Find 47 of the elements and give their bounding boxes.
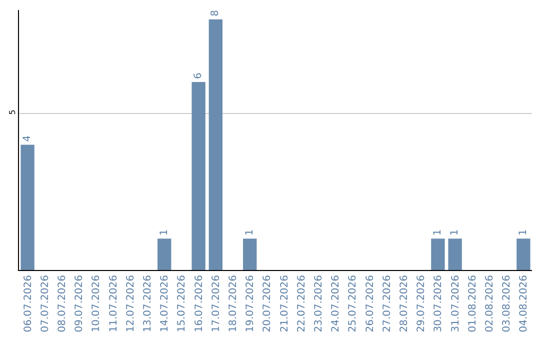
x-tick-label: 10.07.2026 — [91, 275, 102, 332]
x-tick-label: 03.08.2026 — [502, 275, 513, 332]
bar — [243, 238, 257, 270]
x-tick-label: 24.07.2026 — [330, 275, 342, 332]
data-label: 1 — [244, 229, 256, 236]
bar — [192, 82, 206, 270]
x-tick-label: 06.07.2026 — [22, 275, 34, 332]
bar — [448, 238, 462, 270]
x-tick-label: 17.07.2026 — [210, 275, 222, 332]
x-tick-label: 28.07.2026 — [399, 275, 410, 332]
x-tick-label: 18.07.2026 — [228, 275, 239, 332]
x-tick-label: 02.08.2026 — [484, 275, 496, 332]
x-tick-label: 25.07.2026 — [348, 275, 359, 332]
data-label: 6 — [193, 72, 204, 80]
x-tick-label: 08.07.2026 — [57, 275, 68, 332]
x-tick-label: 15.07.2026 — [176, 275, 188, 332]
bar — [208, 19, 222, 270]
x-tick-label: 21.07.2026 — [279, 275, 290, 332]
x-tick-label: 12.07.2026 — [125, 275, 136, 332]
x-tick-label: 27.07.2026 — [382, 275, 393, 332]
x-tick-label: 22.07.2026 — [296, 275, 308, 332]
x-tick-label: 19.07.2026 — [245, 275, 256, 332]
x-tick-label: 29.07.2026 — [416, 275, 428, 332]
x-tick-label: 16.07.2026 — [194, 275, 205, 332]
data-label: 4 — [22, 135, 34, 142]
x-tick-label: 09.07.2026 — [74, 275, 86, 332]
x-tick-label: 01.08.2026 — [467, 275, 478, 332]
x-tick-label: 23.07.2026 — [314, 275, 324, 332]
x-tick-label: 26.07.2026 — [364, 275, 376, 332]
x-tick-label: 11.07.2026 — [108, 275, 120, 332]
x-tick-label: 30.07.2026 — [433, 275, 444, 332]
data-label: 1 — [432, 229, 444, 236]
x-tick-label: 14.07.2026 — [160, 275, 171, 332]
data-label: 1 — [158, 229, 170, 236]
y-tick-label: 5 — [8, 110, 17, 115]
bar — [20, 144, 34, 270]
x-tick-label: 31.07.2026 — [450, 275, 462, 332]
data-label: 8 — [210, 10, 222, 16]
x-tick-label: 20.07.2026 — [262, 275, 274, 332]
x-tick-label: 13.07.2026 — [142, 275, 154, 332]
bar — [431, 238, 445, 270]
bar — [158, 238, 172, 270]
data-label: 1 — [518, 229, 529, 236]
x-tick-label: 04.08.2026 — [518, 275, 530, 332]
bar — [516, 238, 530, 270]
x-tick-label: 07.07.2026 — [40, 275, 51, 332]
data-label: 1 — [450, 229, 461, 236]
